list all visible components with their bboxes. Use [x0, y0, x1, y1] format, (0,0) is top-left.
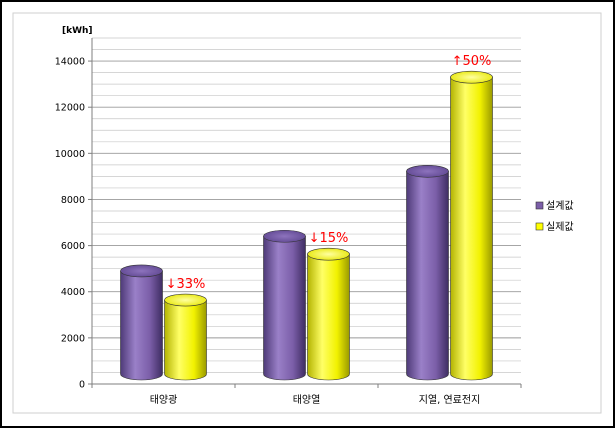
x-tick-label: 태양광	[150, 394, 178, 406]
y-axis-label: [kWh]	[62, 26, 93, 36]
bar-top	[164, 293, 207, 307]
bar-body	[406, 170, 449, 381]
bar-top	[406, 164, 449, 178]
bars	[120, 70, 493, 381]
legend: 설계값 실제값	[535, 200, 574, 233]
bar-design	[406, 164, 449, 381]
bar-actual	[307, 247, 350, 381]
y-tick-label: 12000	[55, 103, 85, 114]
y-tick-label: 0	[79, 380, 85, 391]
y-tick-label: 6000	[61, 241, 85, 252]
bar-actual	[164, 293, 207, 381]
bar-body	[450, 76, 493, 381]
legend-label-design: 설계값	[546, 200, 574, 212]
bar-design	[263, 229, 306, 381]
x-tick-label: 태양열	[293, 394, 321, 406]
y-tick-label: 10000	[55, 149, 85, 160]
gridlines	[92, 37, 521, 384]
y-tick-label: 14000	[55, 57, 85, 68]
bar-body	[120, 270, 163, 381]
bar-design	[120, 264, 163, 381]
bar-body	[263, 235, 306, 381]
bar-top	[307, 247, 350, 261]
bar-body	[164, 299, 207, 381]
y-tick-label: 2000	[61, 333, 85, 344]
legend-swatch-actual	[535, 222, 544, 231]
annotations: ↓33% ↓15% ↑50%	[166, 54, 492, 292]
bar-top	[120, 264, 163, 278]
change-annotation: ↓15%	[309, 231, 349, 246]
bar-top	[263, 229, 306, 243]
change-annotation: ↓33%	[166, 277, 206, 292]
axes: 0 2000 4000 6000 8000 10000 12000 14000 태양광 태양열 지열…	[55, 38, 522, 406]
legend-swatch-design	[535, 201, 544, 210]
legend-label-actual: 실제값	[546, 221, 574, 233]
y-tick-label: 8000	[61, 195, 85, 206]
bar-top	[450, 70, 493, 84]
y-tick-label: 4000	[61, 287, 85, 298]
bar-body	[307, 253, 350, 381]
x-tick-label: 지열, 연료전지	[419, 394, 481, 406]
change-annotation: ↑50%	[452, 54, 492, 69]
bar-actual	[450, 70, 493, 381]
